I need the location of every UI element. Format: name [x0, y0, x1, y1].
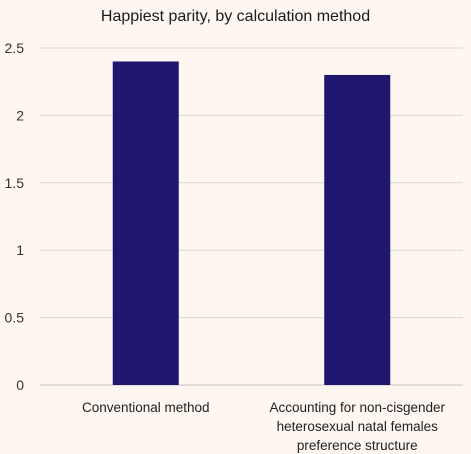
y-tick-label: 2.5 — [5, 40, 25, 56]
y-tick-label: 1.5 — [5, 175, 25, 191]
x-tick-label: preference structure — [297, 438, 418, 453]
x-tick-label: Accounting for non-cisgender — [269, 400, 445, 415]
chart-title: Happiest parity, by calculation method — [100, 8, 371, 25]
bar — [324, 74, 391, 386]
bar — [112, 61, 179, 385]
y-tick-label: 2 — [16, 107, 24, 123]
x-tick-label: heterosexual natal females — [277, 419, 439, 434]
x-tick-label: Conventional method — [82, 400, 210, 415]
y-tick-label: 0 — [16, 377, 24, 393]
y-tick-label: 1 — [16, 242, 24, 258]
y-tick-label: 0.5 — [5, 310, 25, 326]
